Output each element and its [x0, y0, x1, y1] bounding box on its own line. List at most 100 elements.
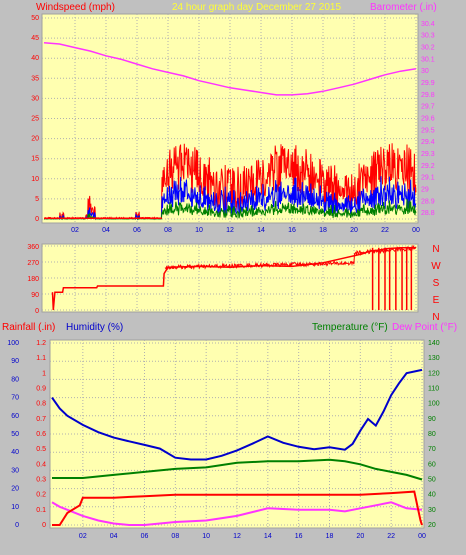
rain-y-tick: 1.1	[36, 355, 46, 362]
wind-x-tick: 18	[319, 227, 327, 234]
rain-y-tick: 0.2	[36, 492, 46, 499]
humidity-y-tick: 10	[11, 504, 19, 511]
rain-y-tick: 0.1	[36, 507, 46, 514]
temp-y-tick: 130	[428, 355, 440, 362]
barometer-y-tick: 29.8	[421, 92, 435, 99]
temp-y-tick: 40	[428, 492, 436, 499]
temp-x-tick: 00	[418, 533, 426, 540]
humidity-y-tick: 0	[15, 522, 19, 529]
temp-x-tick: 12	[233, 533, 241, 540]
wind-y-tick: 35	[31, 75, 39, 82]
temp-y-tick: 90	[428, 416, 436, 423]
temp-y-tick: 60	[428, 461, 436, 468]
wind-x-tick: 20	[350, 227, 358, 234]
temp-y-tick: 30	[428, 507, 436, 514]
barometer-y-tick: 30.2	[421, 45, 435, 52]
wind-y-tick: 0	[35, 216, 39, 223]
temp-panel-grid	[50, 340, 424, 528]
compass-label: W	[431, 261, 441, 272]
temp-x-tick: 10	[202, 533, 210, 540]
dewpoint-label: Dew Point (°F)	[392, 322, 457, 333]
wind-y-tick: 30	[31, 95, 39, 102]
direction-panel-data	[51, 244, 417, 311]
rain-y-tick: 0.9	[36, 386, 46, 393]
temp-x-tick: 20	[356, 533, 364, 540]
barometer-y-tick: 29.7	[421, 104, 435, 111]
barometer-y-tick: 30	[421, 68, 429, 75]
temp-x-tick: 22	[387, 533, 395, 540]
temperature-line	[52, 458, 423, 481]
compass-label: E	[433, 295, 440, 306]
temp-x-tick: 08	[171, 533, 179, 540]
barometer-y-tick: 29.6	[421, 116, 435, 123]
wind-direction-jitter	[164, 244, 417, 271]
humidity-label: Humidity (%)	[66, 322, 123, 333]
barometer-y-tick: 28.9	[421, 198, 435, 205]
humidity-y-tick: 40	[11, 449, 19, 456]
temp-y-tick: 80	[428, 431, 436, 438]
wind-panel-ticks: 02 04 06 08 10 12 14 16 18 20 22 000510152025303540…	[31, 15, 435, 234]
temp-y-tick: 140	[428, 340, 440, 347]
barometer-y-tick: 29.3	[421, 151, 435, 158]
direction-y-tick: 90	[31, 292, 39, 299]
direction-y-tick: 360	[27, 244, 39, 251]
temp-x-tick: 16	[295, 533, 303, 540]
dewpoint-line	[51, 501, 423, 526]
barometer-y-tick: 29.9	[421, 80, 435, 87]
wind-x-tick: 02	[71, 227, 79, 234]
wind-y-tick: 50	[31, 15, 39, 22]
wind-y-tick: 25	[31, 116, 39, 123]
wind-panel-data	[43, 42, 417, 221]
wind-x-tick: 06	[133, 227, 141, 234]
wind-x-tick: 00	[412, 227, 420, 234]
temp-y-tick: 70	[428, 446, 436, 453]
barometer-y-tick: 30.3	[421, 33, 435, 40]
compass-label: N	[432, 312, 439, 323]
humidity-y-tick: 20	[11, 486, 19, 493]
wind-y-tick: 40	[31, 55, 39, 62]
temp-panel-data	[51, 368, 423, 526]
wind-y-tick: 45	[31, 35, 39, 42]
humidity-y-tick: 60	[11, 413, 19, 420]
rain-y-tick: 0.3	[36, 477, 46, 484]
temp-x-tick: 04	[110, 533, 118, 540]
rain-y-tick: 1	[42, 370, 46, 377]
temp-x-tick: 14	[264, 533, 272, 540]
wind-y-tick: 10	[31, 176, 39, 183]
barometer-y-tick: 29	[421, 186, 429, 193]
humidity-line	[51, 368, 423, 461]
compass-label: S	[433, 278, 440, 289]
rain-y-tick: 0.7	[36, 416, 46, 423]
barometer-y-tick: 28.8	[421, 210, 435, 217]
rain-y-tick: 0	[42, 522, 46, 529]
temp-x-tick: 18	[326, 533, 334, 540]
temp-y-tick: 100	[428, 401, 440, 408]
humidity-y-tick: 50	[11, 431, 19, 438]
direction-y-tick: 0	[35, 308, 39, 315]
rain-y-tick: 0.6	[36, 431, 46, 438]
wind-x-tick: 16	[288, 227, 296, 234]
rain-y-tick: 1.2	[36, 340, 46, 347]
windspeed-label: Windspeed (mph)	[36, 2, 115, 13]
humidity-y-tick: 30	[11, 467, 19, 474]
barometer-y-tick: 29.2	[421, 163, 435, 170]
temp-y-tick: 50	[428, 477, 436, 484]
barometer-label: Barometer (.in)	[370, 2, 437, 13]
rainfall-line	[52, 490, 423, 526]
graph-title: 24 hour graph day December 27 2015	[172, 2, 341, 13]
temp-panel-ticks: 02 04 06 08 10 12 14 16 18 20 22 000102030405060708…	[7, 340, 439, 540]
barometer-line	[43, 42, 417, 96]
rain-y-tick: 0.5	[36, 446, 46, 453]
barometer-y-tick: 29.1	[421, 175, 435, 182]
wind-y-tick: 5	[35, 196, 39, 203]
wind-x-tick: 08	[164, 227, 172, 234]
humidity-y-tick: 80	[11, 376, 19, 383]
compass-label: N	[432, 244, 439, 255]
wind-x-tick: 14	[257, 227, 265, 234]
temp-y-tick: 120	[428, 370, 440, 377]
humidity-y-tick: 90	[11, 358, 19, 365]
barometer-y-tick: 30.1	[421, 56, 435, 63]
